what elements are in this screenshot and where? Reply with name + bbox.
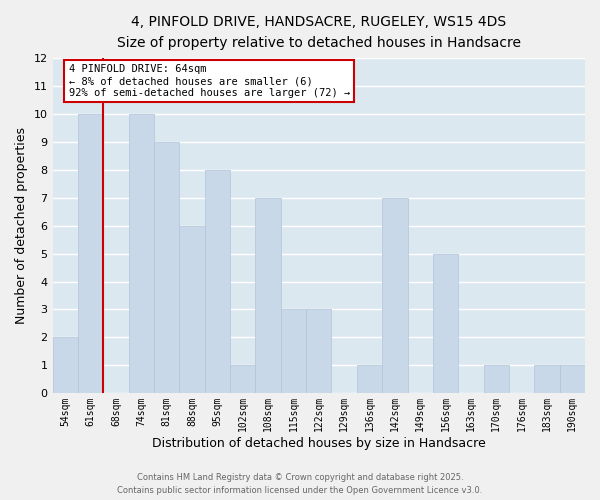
Text: Contains HM Land Registry data © Crown copyright and database right 2025.
Contai: Contains HM Land Registry data © Crown c… bbox=[118, 474, 482, 495]
Bar bbox=[306, 310, 331, 394]
Bar bbox=[205, 170, 230, 394]
Bar bbox=[154, 142, 179, 394]
Bar bbox=[128, 114, 154, 394]
Y-axis label: Number of detached properties: Number of detached properties bbox=[15, 127, 28, 324]
Bar bbox=[534, 366, 560, 394]
Bar bbox=[281, 310, 306, 394]
Bar bbox=[560, 366, 585, 394]
Bar bbox=[78, 114, 103, 394]
Bar bbox=[53, 338, 78, 394]
Title: 4, PINFOLD DRIVE, HANDSACRE, RUGELEY, WS15 4DS
Size of property relative to deta: 4, PINFOLD DRIVE, HANDSACRE, RUGELEY, WS… bbox=[117, 15, 521, 50]
Bar bbox=[256, 198, 281, 394]
Bar bbox=[357, 366, 382, 394]
X-axis label: Distribution of detached houses by size in Handsacre: Distribution of detached houses by size … bbox=[152, 437, 485, 450]
Bar bbox=[179, 226, 205, 394]
Bar bbox=[382, 198, 407, 394]
Bar bbox=[433, 254, 458, 394]
Text: 4 PINFOLD DRIVE: 64sqm
← 8% of detached houses are smaller (6)
92% of semi-detac: 4 PINFOLD DRIVE: 64sqm ← 8% of detached … bbox=[68, 64, 350, 98]
Bar bbox=[230, 366, 256, 394]
Bar bbox=[484, 366, 509, 394]
